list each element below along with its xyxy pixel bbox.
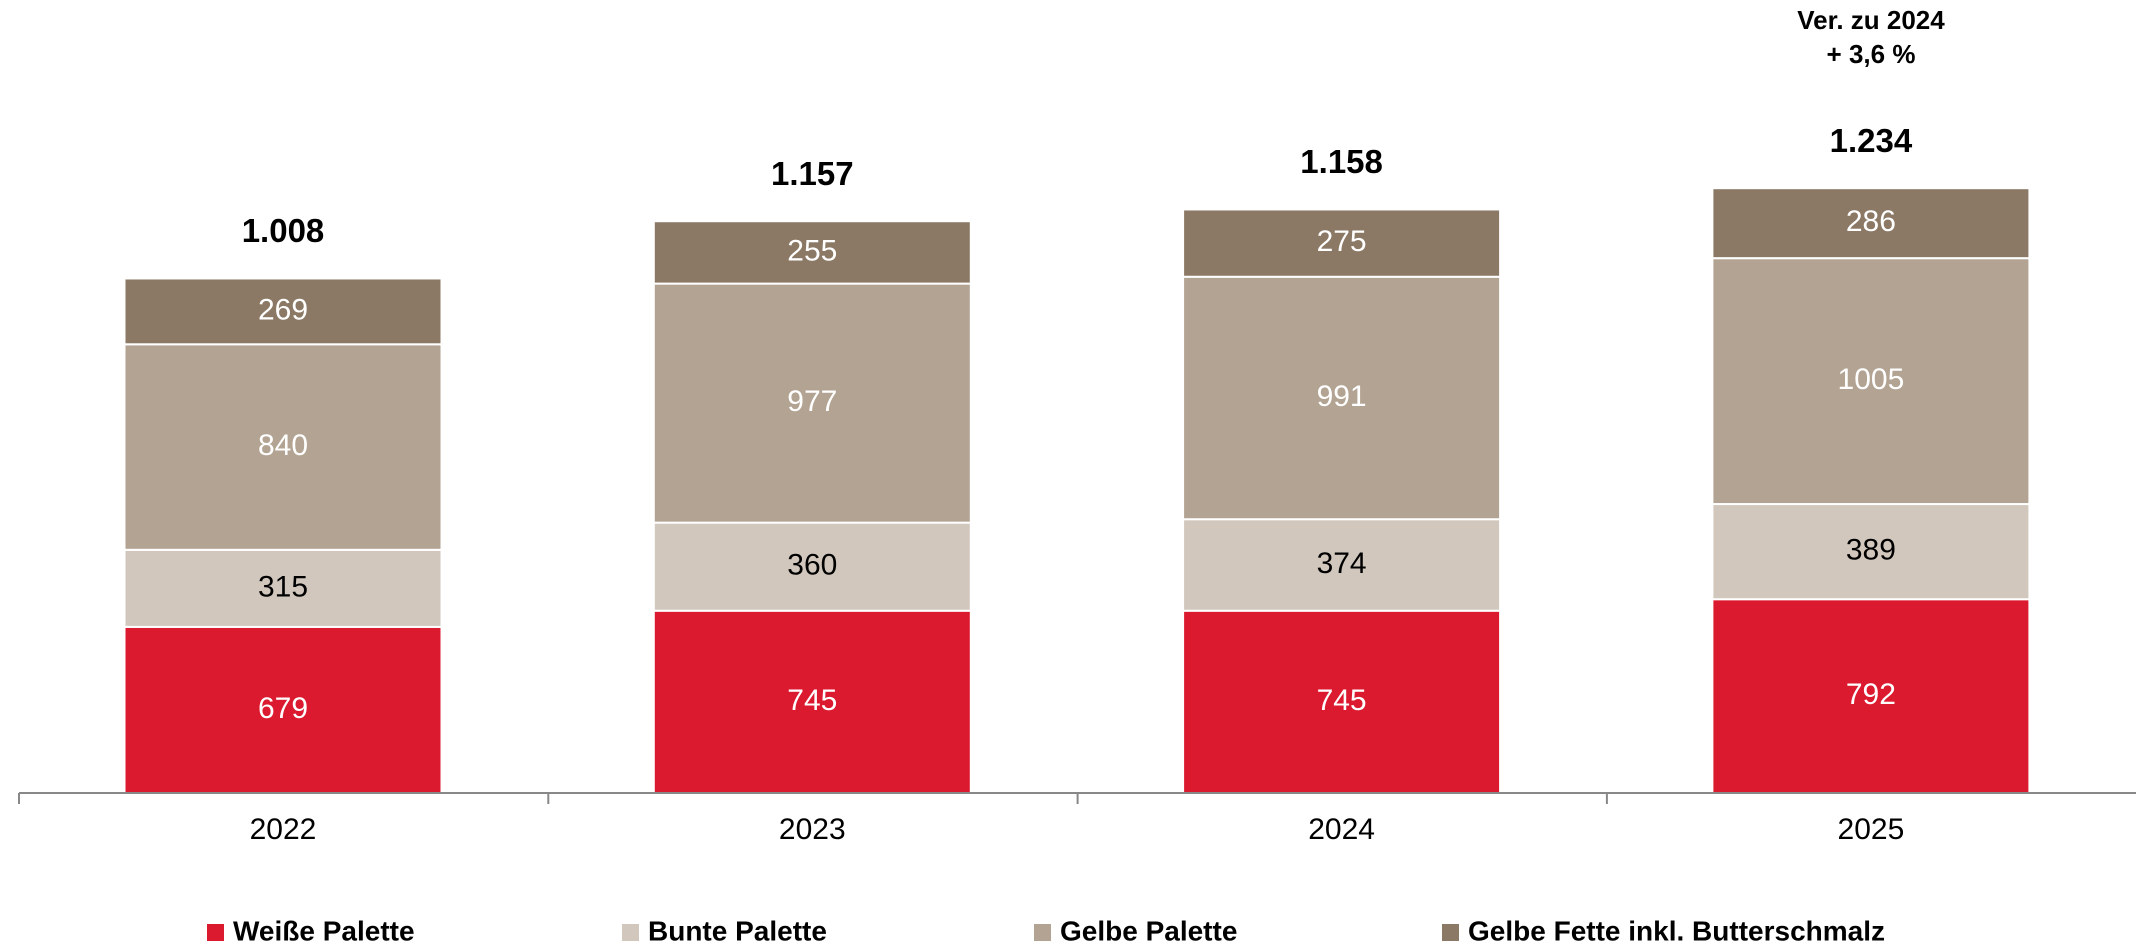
legend-label: Weiße Palette — [233, 915, 415, 946]
total-label: 1.158 — [1300, 143, 1383, 180]
bar-segment — [1711, 257, 2031, 506]
legend-swatch — [207, 924, 224, 941]
value-label: 374 — [1317, 547, 1367, 580]
value-label: 1005 — [1838, 363, 1905, 396]
value-label: 977 — [787, 385, 837, 418]
legend-swatch — [1442, 924, 1459, 941]
legend-label: Gelbe Fette inkl. Butterschmalz — [1468, 915, 1885, 946]
annotation: + 3,6 % — [1827, 39, 1916, 69]
value-label: 389 — [1846, 534, 1896, 567]
value-label: 275 — [1317, 225, 1367, 258]
value-label: 745 — [1317, 684, 1367, 717]
bar-segment — [1182, 275, 1502, 521]
x-tick-label: 2025 — [1838, 813, 1905, 846]
x-tick-label: 2023 — [779, 813, 846, 846]
value-label: 286 — [1846, 205, 1896, 238]
value-label: 792 — [1846, 678, 1896, 711]
value-label: 360 — [787, 549, 837, 582]
total-label: 1.234 — [1830, 122, 1913, 159]
value-label: 745 — [787, 684, 837, 717]
bar-segment — [652, 609, 972, 794]
bar-segment — [123, 625, 443, 794]
bar-segment — [1711, 187, 2031, 260]
bar-segment — [652, 521, 972, 612]
legend-label: Gelbe Palette — [1060, 915, 1237, 946]
total-label: 1.008 — [242, 212, 325, 249]
bar-segment — [1182, 208, 1502, 278]
value-label: 679 — [258, 692, 308, 725]
x-tick-label: 2022 — [250, 813, 317, 846]
bar-segment — [123, 277, 443, 346]
bar-segment — [1182, 609, 1502, 794]
bar-segment — [652, 220, 972, 285]
value-label: 315 — [258, 570, 308, 603]
annotation: Ver. zu 2024 — [1797, 5, 1945, 35]
legend-label: Bunte Palette — [648, 915, 827, 946]
x-tick-label: 2024 — [1308, 813, 1375, 846]
value-label: 269 — [258, 293, 308, 326]
bar-segment — [1711, 598, 2031, 794]
value-label: 840 — [258, 429, 308, 462]
total-label: 1.157 — [771, 155, 854, 192]
value-label: 255 — [787, 234, 837, 267]
legend-swatch — [622, 924, 639, 941]
bar-segment — [1711, 503, 2031, 601]
bar-segment — [123, 548, 443, 628]
legend-swatch — [1034, 924, 1051, 941]
value-label: 991 — [1317, 380, 1367, 413]
bar-segment — [652, 282, 972, 524]
